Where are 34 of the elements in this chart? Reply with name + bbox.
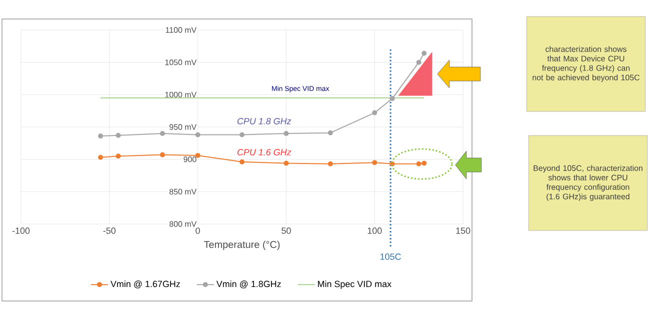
point (98, 134, 104, 139)
point (116, 154, 121, 159)
legend-label: Min Spec VID max (318, 280, 392, 289)
x-tick-label: 150 (456, 228, 470, 234)
point (328, 161, 333, 166)
point (328, 130, 333, 136)
point (240, 159, 245, 164)
point (195, 132, 200, 138)
point (390, 96, 395, 102)
point (240, 132, 245, 138)
point (195, 152, 200, 158)
point (284, 160, 289, 166)
annotation: CPU 1.8 GHz (237, 118, 292, 124)
x-tick-label: -100 (12, 228, 30, 234)
legend-label: Vmin @ 1.8GHz (216, 280, 281, 288)
point (98, 154, 104, 160)
legend-label: Vmin @ 1.67GHz (110, 280, 180, 288)
point (416, 161, 422, 166)
annotation: CPU 1.6 GHz (237, 149, 292, 156)
point (372, 160, 378, 166)
ref-line-label: 105C (380, 254, 401, 260)
x-tick-label: -50 (103, 228, 116, 234)
point (116, 132, 121, 138)
x-tick-label: 100 (368, 228, 382, 234)
x-tick-label: 50 (282, 228, 291, 234)
x-tick-label: 0 (196, 228, 200, 234)
point (422, 50, 427, 56)
x-axis-title: Temperature (°C) (204, 240, 280, 250)
point (160, 152, 165, 158)
point (422, 160, 427, 166)
point (160, 130, 165, 136)
point (416, 60, 422, 65)
point (284, 130, 289, 136)
point (372, 110, 378, 116)
